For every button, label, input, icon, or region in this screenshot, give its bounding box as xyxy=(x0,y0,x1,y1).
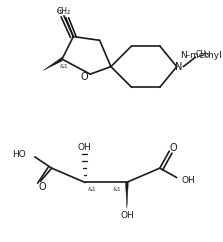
Text: OH: OH xyxy=(78,143,91,152)
Text: CH₃: CH₃ xyxy=(196,50,210,59)
Text: N: N xyxy=(175,62,182,72)
Text: CH₂: CH₂ xyxy=(57,7,71,16)
Polygon shape xyxy=(126,182,128,209)
Text: O: O xyxy=(81,72,88,82)
Text: &1: &1 xyxy=(88,187,97,192)
Text: &1: &1 xyxy=(113,187,122,192)
Text: N-methyl: N-methyl xyxy=(180,51,222,60)
Polygon shape xyxy=(43,57,62,70)
Text: H₂: H₂ xyxy=(57,9,64,14)
Text: O: O xyxy=(39,182,46,192)
Text: HO: HO xyxy=(12,150,25,159)
Text: OH: OH xyxy=(120,211,134,220)
Text: &1: &1 xyxy=(60,64,68,69)
Text: OH: OH xyxy=(182,176,195,185)
Text: O: O xyxy=(169,144,177,153)
